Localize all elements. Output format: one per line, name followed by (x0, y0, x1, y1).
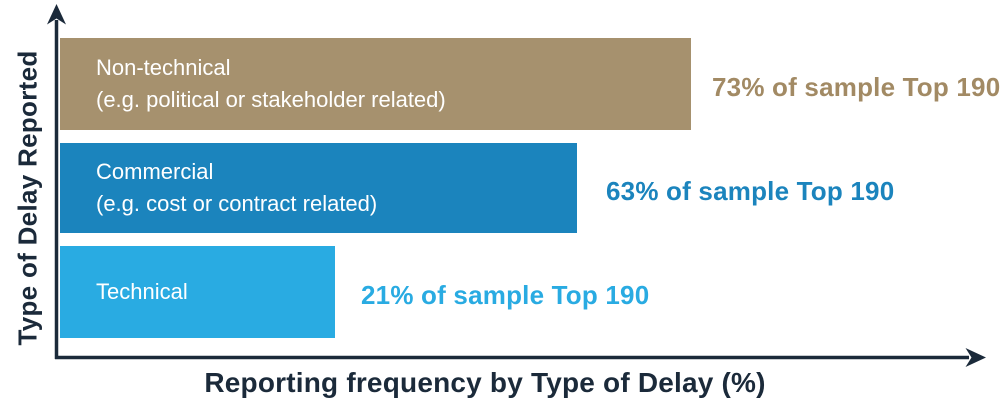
bar-commercial: Commercial (e.g. cost or contract relate… (60, 143, 577, 233)
x-axis-arrow-icon (965, 348, 986, 367)
bar-label-sub: (e.g. cost or contract related) (96, 191, 378, 216)
annotation-commercial: 63% of sample Top 190 (606, 176, 895, 206)
x-axis-title: Reporting frequency by Type of Delay (%) (204, 367, 766, 398)
annotation-non-technical: 73% of sample Top 190 (712, 72, 1000, 102)
annotation-technical: 21% of sample Top 190 (361, 280, 650, 310)
bar-label: Technical (96, 279, 188, 304)
bar-label: Commercial (96, 159, 214, 184)
y-axis-title: Type of Delay Reported (12, 50, 43, 346)
y-axis-arrow-icon (47, 4, 66, 25)
bar-non-technical: Non-technical (e.g. political or stakeho… (60, 38, 691, 130)
bar-label: Non-technical (96, 55, 231, 80)
bar-technical: Technical (60, 246, 335, 338)
bar-label-sub: (e.g. political or stakeholder related) (96, 87, 446, 112)
